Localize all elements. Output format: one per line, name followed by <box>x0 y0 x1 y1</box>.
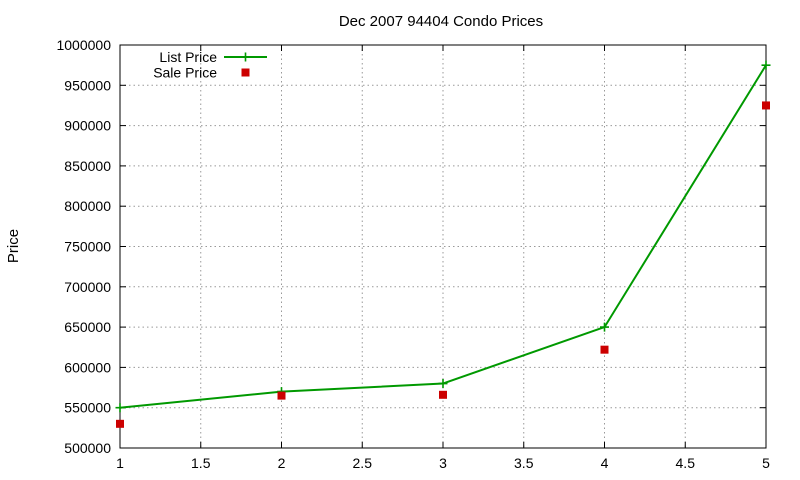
x-tick-label: 4.5 <box>676 455 696 471</box>
sale-price-point <box>762 101 770 110</box>
y-axis-label: Price <box>5 229 22 263</box>
y-tick-label: 550000 <box>64 400 111 416</box>
sale-price-point <box>600 345 609 354</box>
legend-label-sale-price: Sale Price <box>153 65 217 81</box>
y-tick-label: 800000 <box>64 198 111 214</box>
y-tick-label: 1000000 <box>56 37 111 53</box>
y-tick-label: 600000 <box>64 359 111 375</box>
y-tick-label: 950000 <box>64 77 111 93</box>
x-tick-label: 5 <box>762 455 770 471</box>
axis-ticks: 1 1.5 2 2.5 3 3.5 4 4.5 5 500000 550000 600000 65000… <box>56 37 770 471</box>
list-price-point <box>600 322 609 332</box>
series-layer <box>115 60 771 428</box>
sale-price-point <box>439 390 447 399</box>
y-tick-label: 650000 <box>64 319 111 335</box>
y-tick-label: 700000 <box>64 279 111 295</box>
y-tick-label: 750000 <box>64 239 111 255</box>
y-tick-label: 900000 <box>64 118 111 134</box>
y-tick-label: 500000 <box>64 440 111 456</box>
x-tick-label: 1.5 <box>191 455 211 471</box>
x-tick-label: 2 <box>278 455 286 471</box>
x-tick-label: 3.5 <box>514 455 534 471</box>
x-tick-label: 3 <box>439 455 447 471</box>
list-price-point <box>115 403 125 413</box>
x-tick-label: 2.5 <box>353 455 373 471</box>
y-tick-label: 850000 <box>64 158 111 174</box>
legend-marker-list-price <box>241 52 250 62</box>
legend-label-list-price: List Price <box>159 49 217 65</box>
list-price-point <box>438 379 448 389</box>
x-tick-label: 1 <box>116 455 124 471</box>
list-price-point <box>761 60 771 70</box>
chart-title: Dec 2007 94404 Condo Prices <box>339 13 543 30</box>
sale-price-point <box>277 391 286 400</box>
x-tick-label: 4 <box>601 455 609 471</box>
legend-marker-sale-price <box>241 68 250 77</box>
sale-price-point <box>116 419 124 428</box>
